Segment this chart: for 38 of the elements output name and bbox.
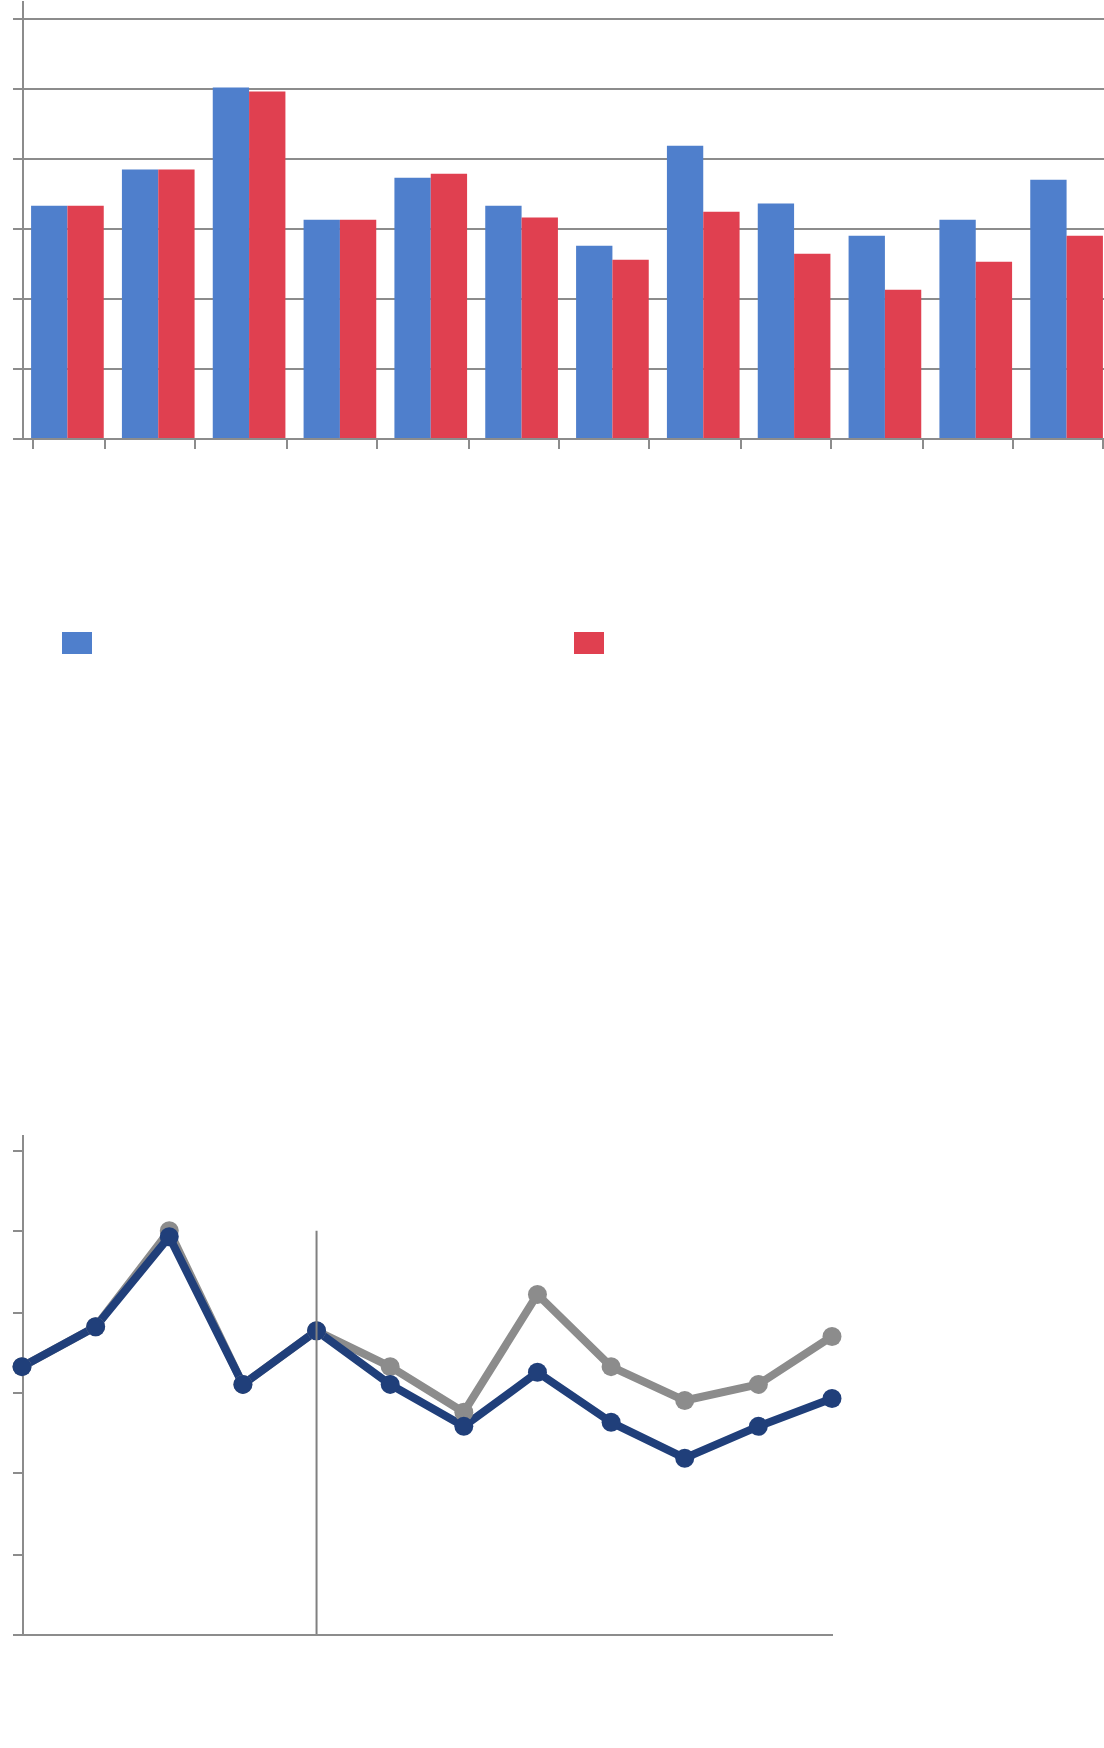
bar bbox=[303, 219, 340, 438]
bar bbox=[158, 169, 195, 438]
point bbox=[159, 1227, 179, 1247]
bar bbox=[394, 177, 431, 438]
bar bbox=[666, 145, 704, 438]
bar bbox=[848, 235, 885, 438]
point bbox=[822, 1326, 842, 1346]
bar bbox=[1030, 179, 1067, 438]
point bbox=[527, 1362, 547, 1382]
point bbox=[675, 1391, 695, 1410]
bar bbox=[31, 205, 68, 438]
bar bbox=[939, 219, 976, 438]
bar bbox=[884, 289, 922, 438]
bar bbox=[612, 259, 649, 438]
point bbox=[454, 1416, 474, 1436]
bar bbox=[521, 217, 558, 438]
point bbox=[380, 1357, 400, 1377]
bar bbox=[975, 261, 1013, 438]
bar bbox=[212, 87, 250, 438]
bar bbox=[703, 211, 740, 438]
point bbox=[748, 1374, 768, 1394]
bar bbox=[794, 253, 831, 438]
point bbox=[822, 1389, 842, 1408]
bar bbox=[430, 173, 468, 438]
bar bbox=[757, 203, 795, 438]
bar bbox=[67, 205, 104, 438]
bar bbox=[249, 91, 286, 438]
point bbox=[527, 1285, 547, 1304]
point bbox=[601, 1357, 621, 1377]
bar bbox=[1066, 235, 1103, 438]
bar bbox=[485, 205, 522, 438]
bar bbox=[576, 245, 613, 438]
point bbox=[675, 1448, 695, 1468]
point bbox=[601, 1412, 621, 1432]
point bbox=[380, 1374, 400, 1394]
bar bbox=[339, 219, 377, 438]
point bbox=[748, 1416, 768, 1436]
bar bbox=[121, 169, 159, 438]
